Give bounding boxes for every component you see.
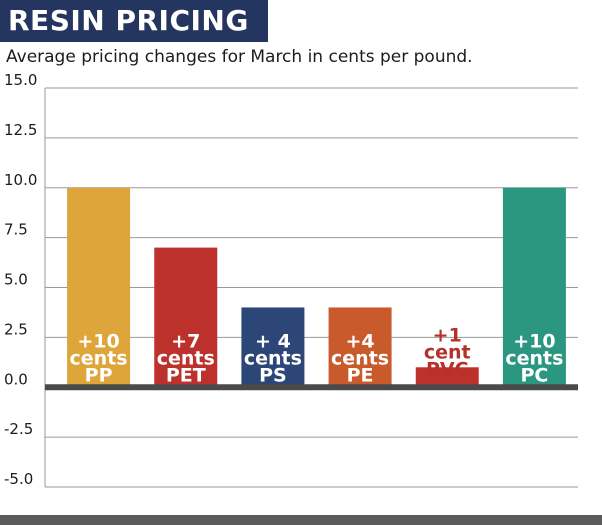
y-tick-label: 7.5 <box>4 221 28 239</box>
bar-label-pvc: +1 <box>433 324 462 346</box>
bar-label-pc: +10 <box>513 330 555 352</box>
bottom-border <box>0 515 602 525</box>
zero-line <box>45 384 578 391</box>
bar-label-pet: cents <box>157 347 215 369</box>
bar-label-pc: PC <box>520 364 548 386</box>
bar-label-pe: cents <box>331 347 389 369</box>
bar-ps <box>241 307 305 388</box>
bar-label-pe: PE <box>347 364 374 386</box>
grid-lines <box>44 87 578 488</box>
bar-label-pp: +10 <box>77 330 119 352</box>
title-banner: RESIN PRICING <box>0 0 268 42</box>
zero-baseline <box>45 384 578 391</box>
bar-label-pvc: PVC <box>426 358 469 380</box>
bar-label-pp: PP <box>85 364 113 386</box>
bar-pe <box>328 307 392 388</box>
chart-title: RESIN PRICING <box>8 4 249 37</box>
bar-pet <box>154 247 218 388</box>
y-tick-label: 0.0 <box>4 370 28 388</box>
y-tick-label: 2.5 <box>4 320 28 338</box>
bar-label-pvc: cent <box>424 341 471 363</box>
chart-subtitle: Average pricing changes for March in cen… <box>6 47 473 67</box>
bar-label-pp: cents <box>70 347 128 369</box>
bar-label-ps: PS <box>259 364 287 386</box>
y-tick-label: -2.5 <box>4 420 33 438</box>
bar-pp <box>67 187 131 388</box>
y-tick-label: -5.0 <box>4 470 33 488</box>
bar-pc <box>502 187 566 388</box>
bar-label-pet: +7 <box>171 330 200 352</box>
bar-label-pc: cents <box>505 347 563 369</box>
y-tick-label: 15.0 <box>4 71 37 89</box>
bar-label-ps: + 4 <box>255 330 291 352</box>
bar-pvc <box>415 367 479 388</box>
y-tick-label: 5.0 <box>4 271 28 289</box>
y-tick-label: 10.0 <box>4 171 37 189</box>
bar-label-pet: PET <box>166 364 206 386</box>
y-axis-ticks: 15.0 12.5 10.0 7.5 5.0 2.5 0.0 -2.5 -5.0 <box>4 71 37 488</box>
bars <box>67 187 566 388</box>
bar-label-ps: cents <box>244 347 302 369</box>
bar-label-pe: +4 <box>346 330 375 352</box>
y-tick-label: 12.5 <box>4 121 37 139</box>
